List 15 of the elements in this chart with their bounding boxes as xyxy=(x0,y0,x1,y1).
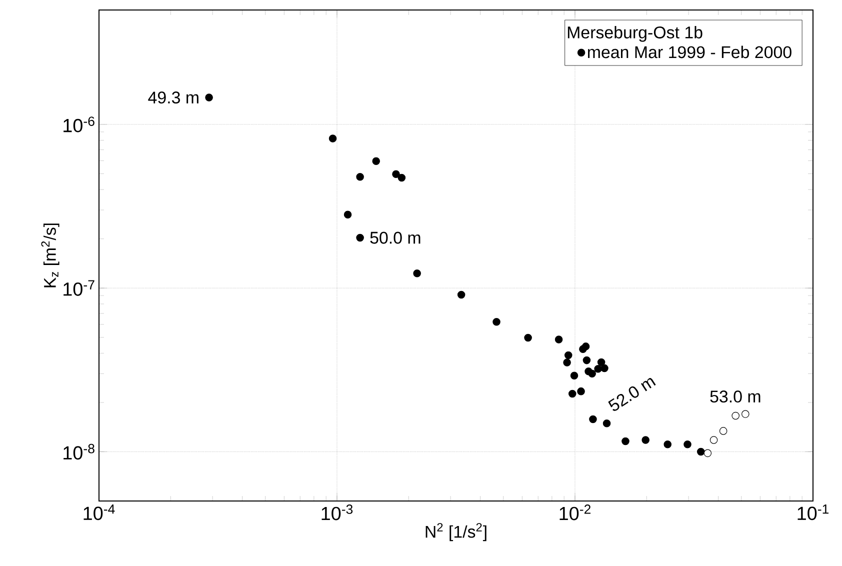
annotation: 49.3 m xyxy=(148,92,198,104)
y-tick-label: 10$^{-6}$ xyxy=(64,116,94,132)
x-axis-title: N$^{2}$ [1/s$^{2}$] xyxy=(426,523,486,542)
legend-label: mean Mar 1999 - Feb 2000 xyxy=(588,46,792,58)
x-tick-label: 10$^{-3}$ xyxy=(322,504,353,520)
y-tick-label: 10$^{-8}$ xyxy=(64,444,94,460)
annotation: 52.0 m xyxy=(608,378,656,411)
y-axis-title: K$_{z}$ [m$^{2}$/s] xyxy=(41,224,60,288)
x-tick-label: 10$^{-4}$ xyxy=(84,504,115,520)
x-tick-label: 10$^{-1}$ xyxy=(798,504,829,520)
y-tick-label: 10$^{-7}$ xyxy=(64,280,94,296)
legend-title: Merseburg-Ost 1b xyxy=(568,26,702,42)
x-tick-label: 10$^{-2}$ xyxy=(560,504,590,520)
annotation: 53.0 m xyxy=(710,390,760,403)
annotation: 50.0 m xyxy=(370,232,420,244)
